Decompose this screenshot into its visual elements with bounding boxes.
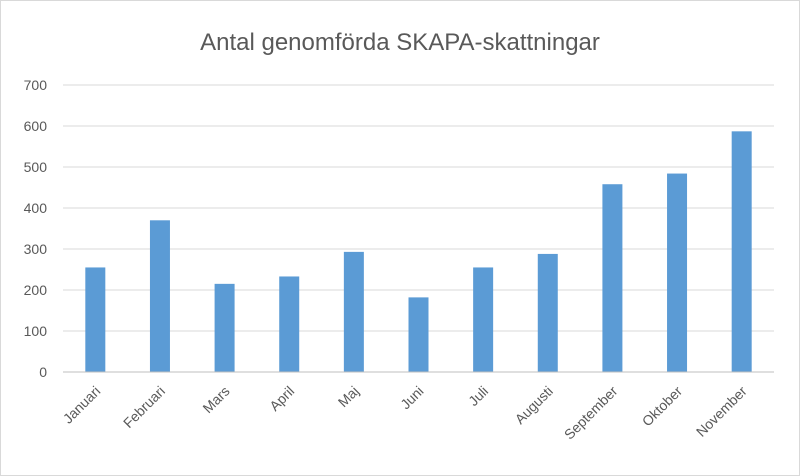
x-tick-label: November xyxy=(693,383,750,440)
bar-februari xyxy=(149,220,170,372)
x-tick-label: Juni xyxy=(397,383,426,412)
bar-augusti xyxy=(537,253,558,372)
x-tick-label: September xyxy=(561,383,621,443)
x-tick-label: Oktober xyxy=(639,383,686,430)
x-tick-label: April xyxy=(266,383,297,414)
x-tick-label: Mars xyxy=(199,383,232,416)
x-tick-label: Februari xyxy=(120,383,168,431)
bar-januari xyxy=(85,267,106,372)
bar-juni xyxy=(408,297,429,372)
y-tick-label: 400 xyxy=(24,200,48,216)
bar-mars xyxy=(214,283,235,372)
y-axis-tick-labels: 0 100 200 300 400 500 600 700 xyxy=(24,77,48,380)
y-tick-label: 300 xyxy=(24,241,48,257)
y-tick-label: 200 xyxy=(24,282,48,298)
chart-title: Antal genomförda SKAPA-skattningar xyxy=(200,29,600,56)
x-tick-label: Augusti xyxy=(512,383,556,427)
y-tick-label: 100 xyxy=(24,323,48,339)
bar-oktober xyxy=(667,173,688,372)
y-tick-label: 0 xyxy=(39,364,47,380)
bar-maj xyxy=(343,251,364,372)
x-tick-label: Juli xyxy=(465,383,491,409)
bar-november xyxy=(731,131,752,372)
y-tick-label: 600 xyxy=(24,118,48,134)
y-tick-label: 700 xyxy=(24,77,48,93)
y-tick-label: 500 xyxy=(24,159,48,175)
bar-juli xyxy=(473,267,494,372)
x-tick-label: Maj xyxy=(335,383,362,410)
bars xyxy=(85,131,752,372)
x-tick-label: Januari xyxy=(60,383,104,427)
bar-september xyxy=(602,184,623,372)
bar-april xyxy=(279,276,300,372)
gridlines xyxy=(63,84,774,332)
x-axis-tick-labels: Januari Februari Mars April Maj Juni Juli Augus… xyxy=(60,383,750,443)
